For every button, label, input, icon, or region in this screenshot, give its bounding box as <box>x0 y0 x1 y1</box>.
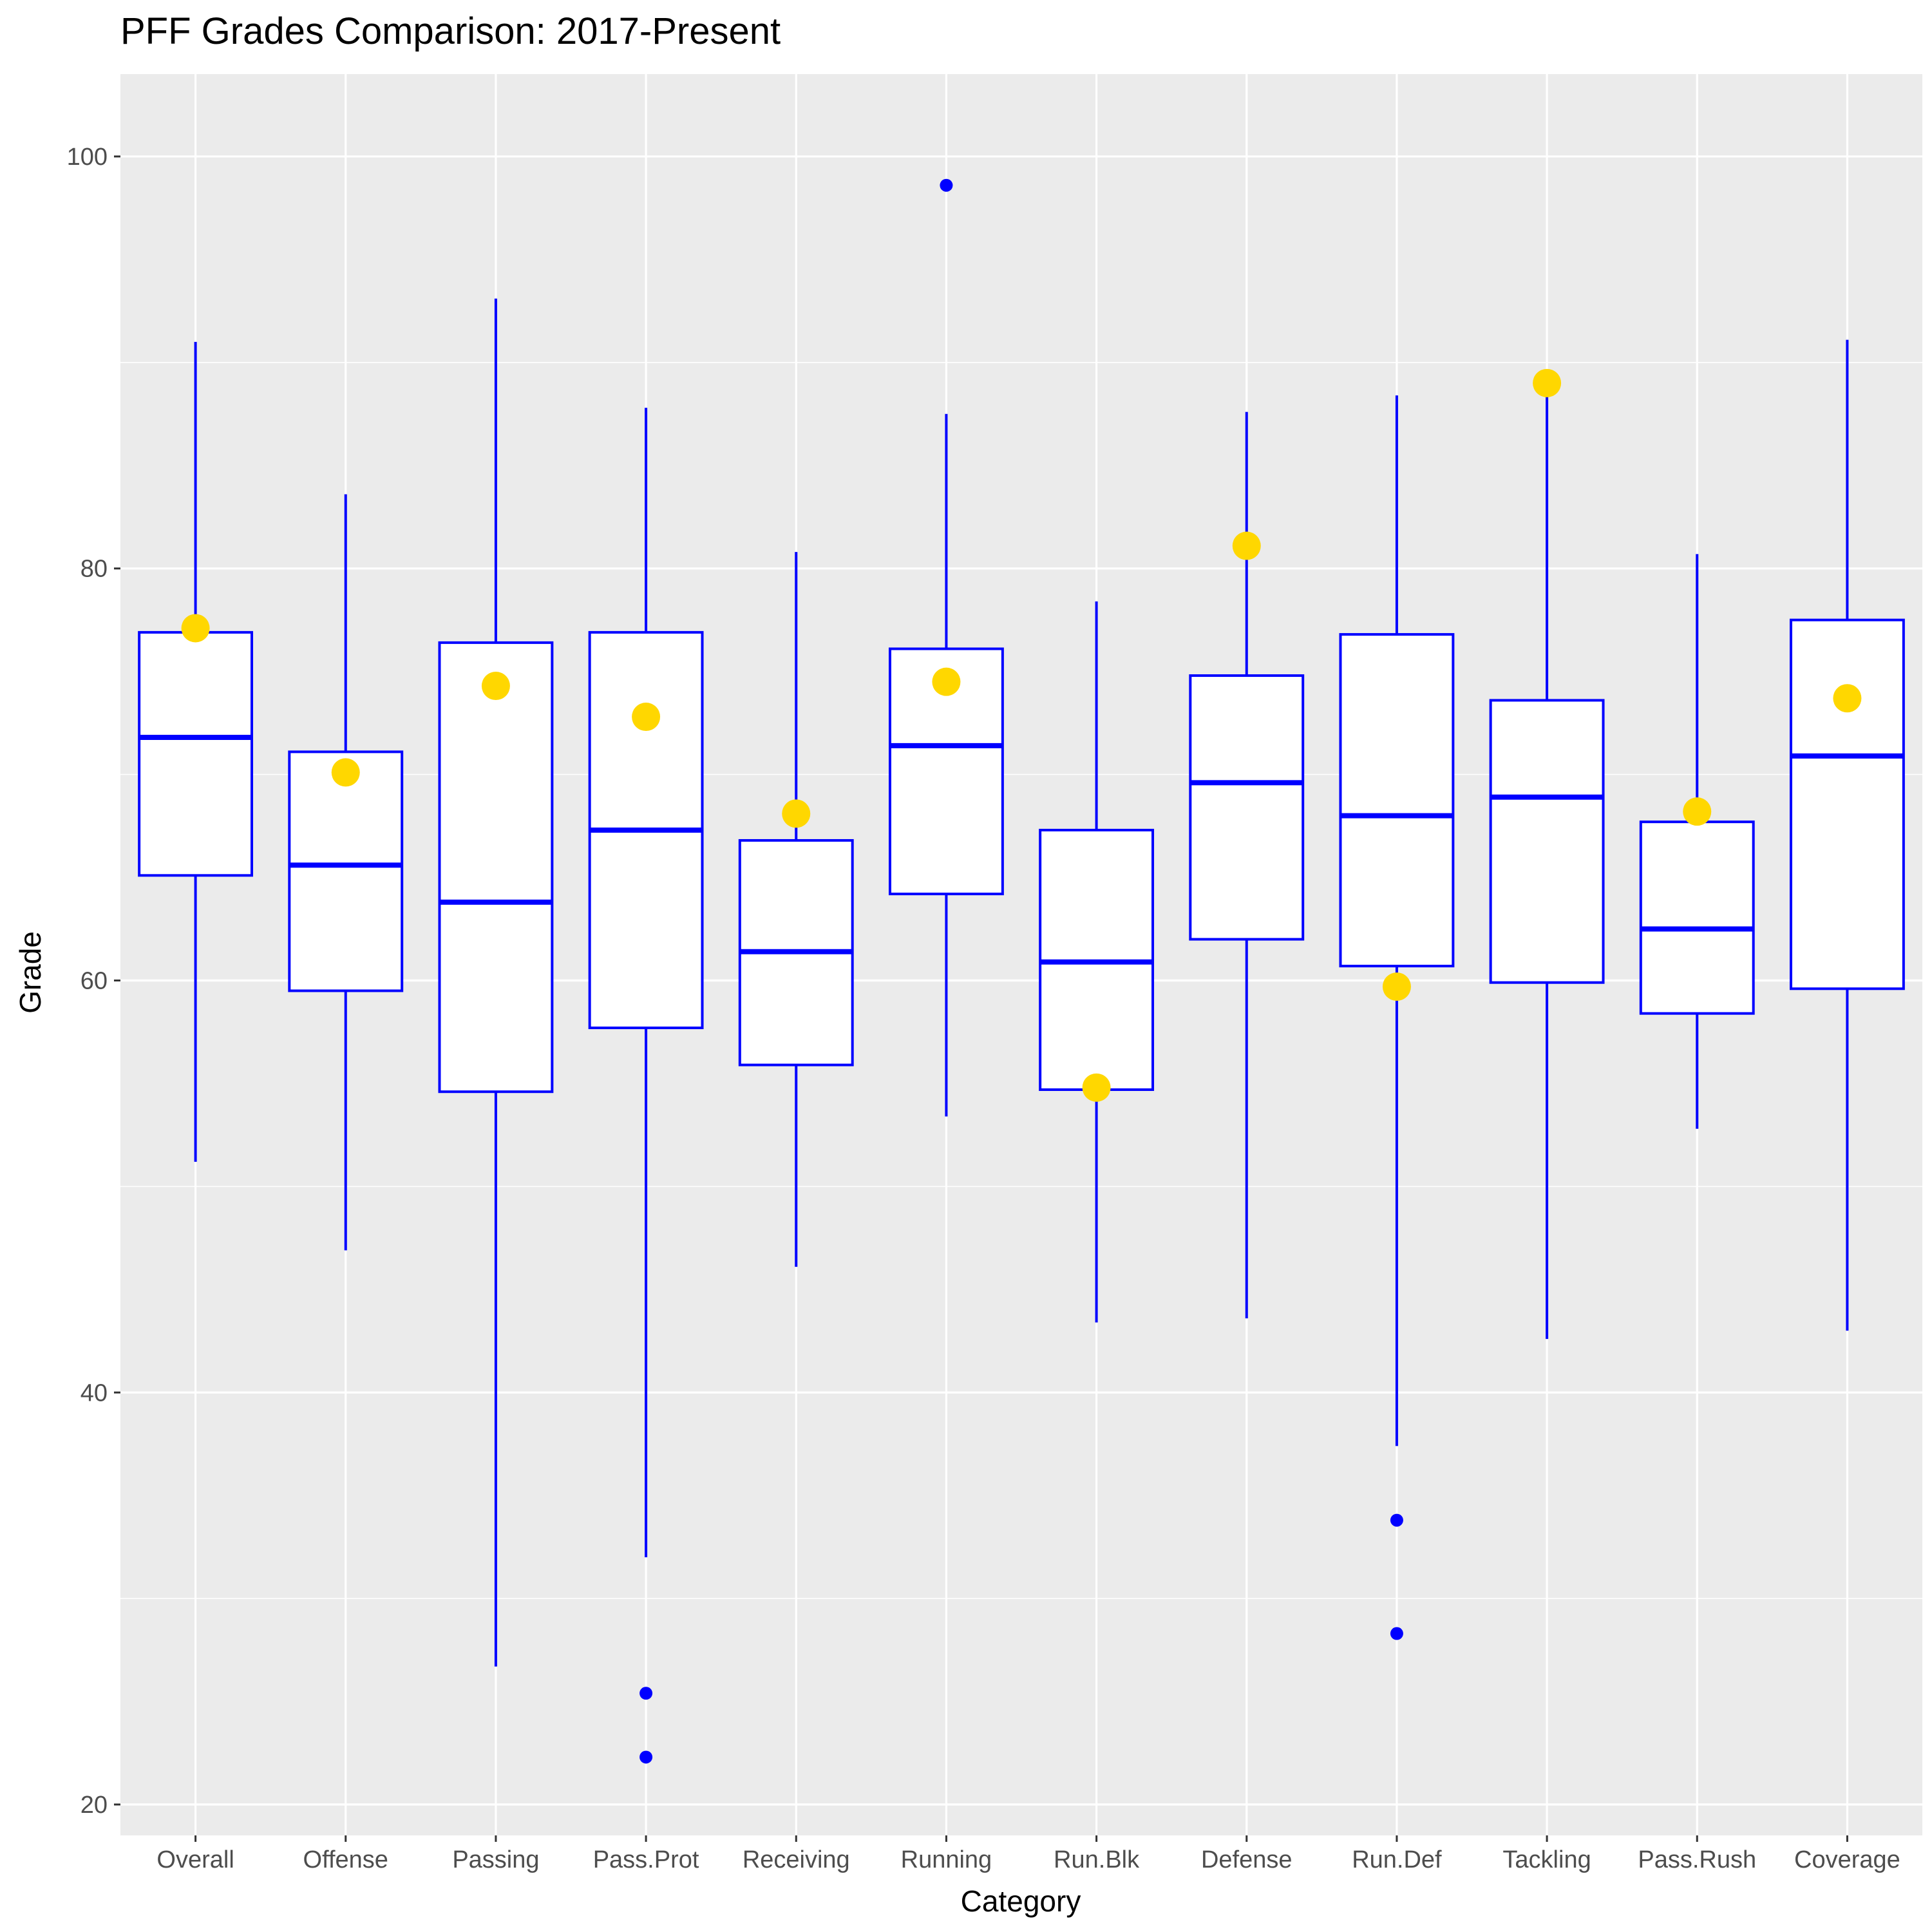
iqr-box <box>288 750 404 992</box>
y-tick-label: 20 <box>80 1792 108 1819</box>
x-tick-label: Running <box>901 1846 992 1873</box>
highlight-point <box>782 799 811 828</box>
box-run-blk <box>1039 601 1155 1323</box>
box-layer <box>138 178 1905 1764</box>
box-run-def <box>1339 395 1455 1640</box>
box-defense <box>1189 412 1305 1319</box>
x-tick-label: Receiving <box>743 1846 850 1873</box>
x-tick-label: Offense <box>303 1846 388 1873</box>
x-tick-label: Coverage <box>1794 1846 1900 1873</box>
x-tick-label: Overall <box>156 1846 234 1873</box>
outlier-point <box>1390 1627 1403 1640</box>
y-axis-title: Grade <box>14 931 47 1014</box>
iqr-box <box>1339 633 1455 968</box>
x-tick-label: Run.Blk <box>1054 1846 1140 1873</box>
outlier-point <box>639 1750 653 1764</box>
highlight-point <box>331 758 360 787</box>
highlight-point <box>1683 797 1712 826</box>
box-overall <box>138 341 254 1162</box>
highlight-point <box>1382 972 1411 1001</box>
y-axis: 20 40 60 80 100 <box>67 144 120 1819</box>
outlier-point <box>940 178 953 192</box>
x-tick-label: Passing <box>452 1846 539 1873</box>
x-tick-label: Defense <box>1201 1846 1293 1873</box>
x-axis-title: Category <box>961 1884 1081 1918</box>
x-tick-label: Pass.Prot <box>593 1846 699 1873</box>
y-tick-label: 80 <box>80 556 108 583</box>
box-passing <box>438 298 554 1667</box>
chart-title: PFF Grades Comparison: 2017-Present <box>120 10 781 52</box>
y-tick-label: 60 <box>80 967 108 994</box>
outlier-point <box>639 1687 653 1700</box>
box-offense <box>288 494 404 1251</box>
panel-background <box>120 74 1922 1835</box>
x-tick-label: Pass.Rush <box>1638 1846 1756 1873</box>
y-tick-label: 100 <box>67 144 108 171</box>
iqr-box <box>438 641 554 1094</box>
box-pass-rush <box>1639 554 1755 1129</box>
highlight-point <box>1232 531 1261 560</box>
highlight-point <box>1082 1073 1111 1102</box>
iqr-box <box>1189 674 1305 941</box>
highlight-point <box>1533 368 1562 397</box>
x-tick-label: Run.Def <box>1352 1846 1442 1873</box>
highlight-point <box>481 672 510 701</box>
iqr-box <box>1489 699 1605 984</box>
highlight-point <box>932 667 961 696</box>
iqr-box <box>138 630 254 877</box>
outlier-point <box>1390 1513 1403 1527</box>
y-tick-label: 40 <box>80 1379 108 1406</box>
highlight-point <box>632 703 661 732</box>
highlight-point <box>181 614 210 643</box>
highlight-point <box>1833 684 1862 713</box>
x-tick-label: Tackling <box>1502 1846 1591 1873</box>
box-receiving <box>738 552 854 1267</box>
x-axis: Overall Offense Passing Pass.Prot Receiving R… <box>156 1835 1900 1873</box>
box-coverage <box>1789 339 1905 1331</box>
iqr-box <box>1789 618 1905 990</box>
box-tackling <box>1489 391 1605 1340</box>
iqr-box <box>1639 820 1755 1015</box>
box-pass-prot <box>588 408 704 1764</box>
